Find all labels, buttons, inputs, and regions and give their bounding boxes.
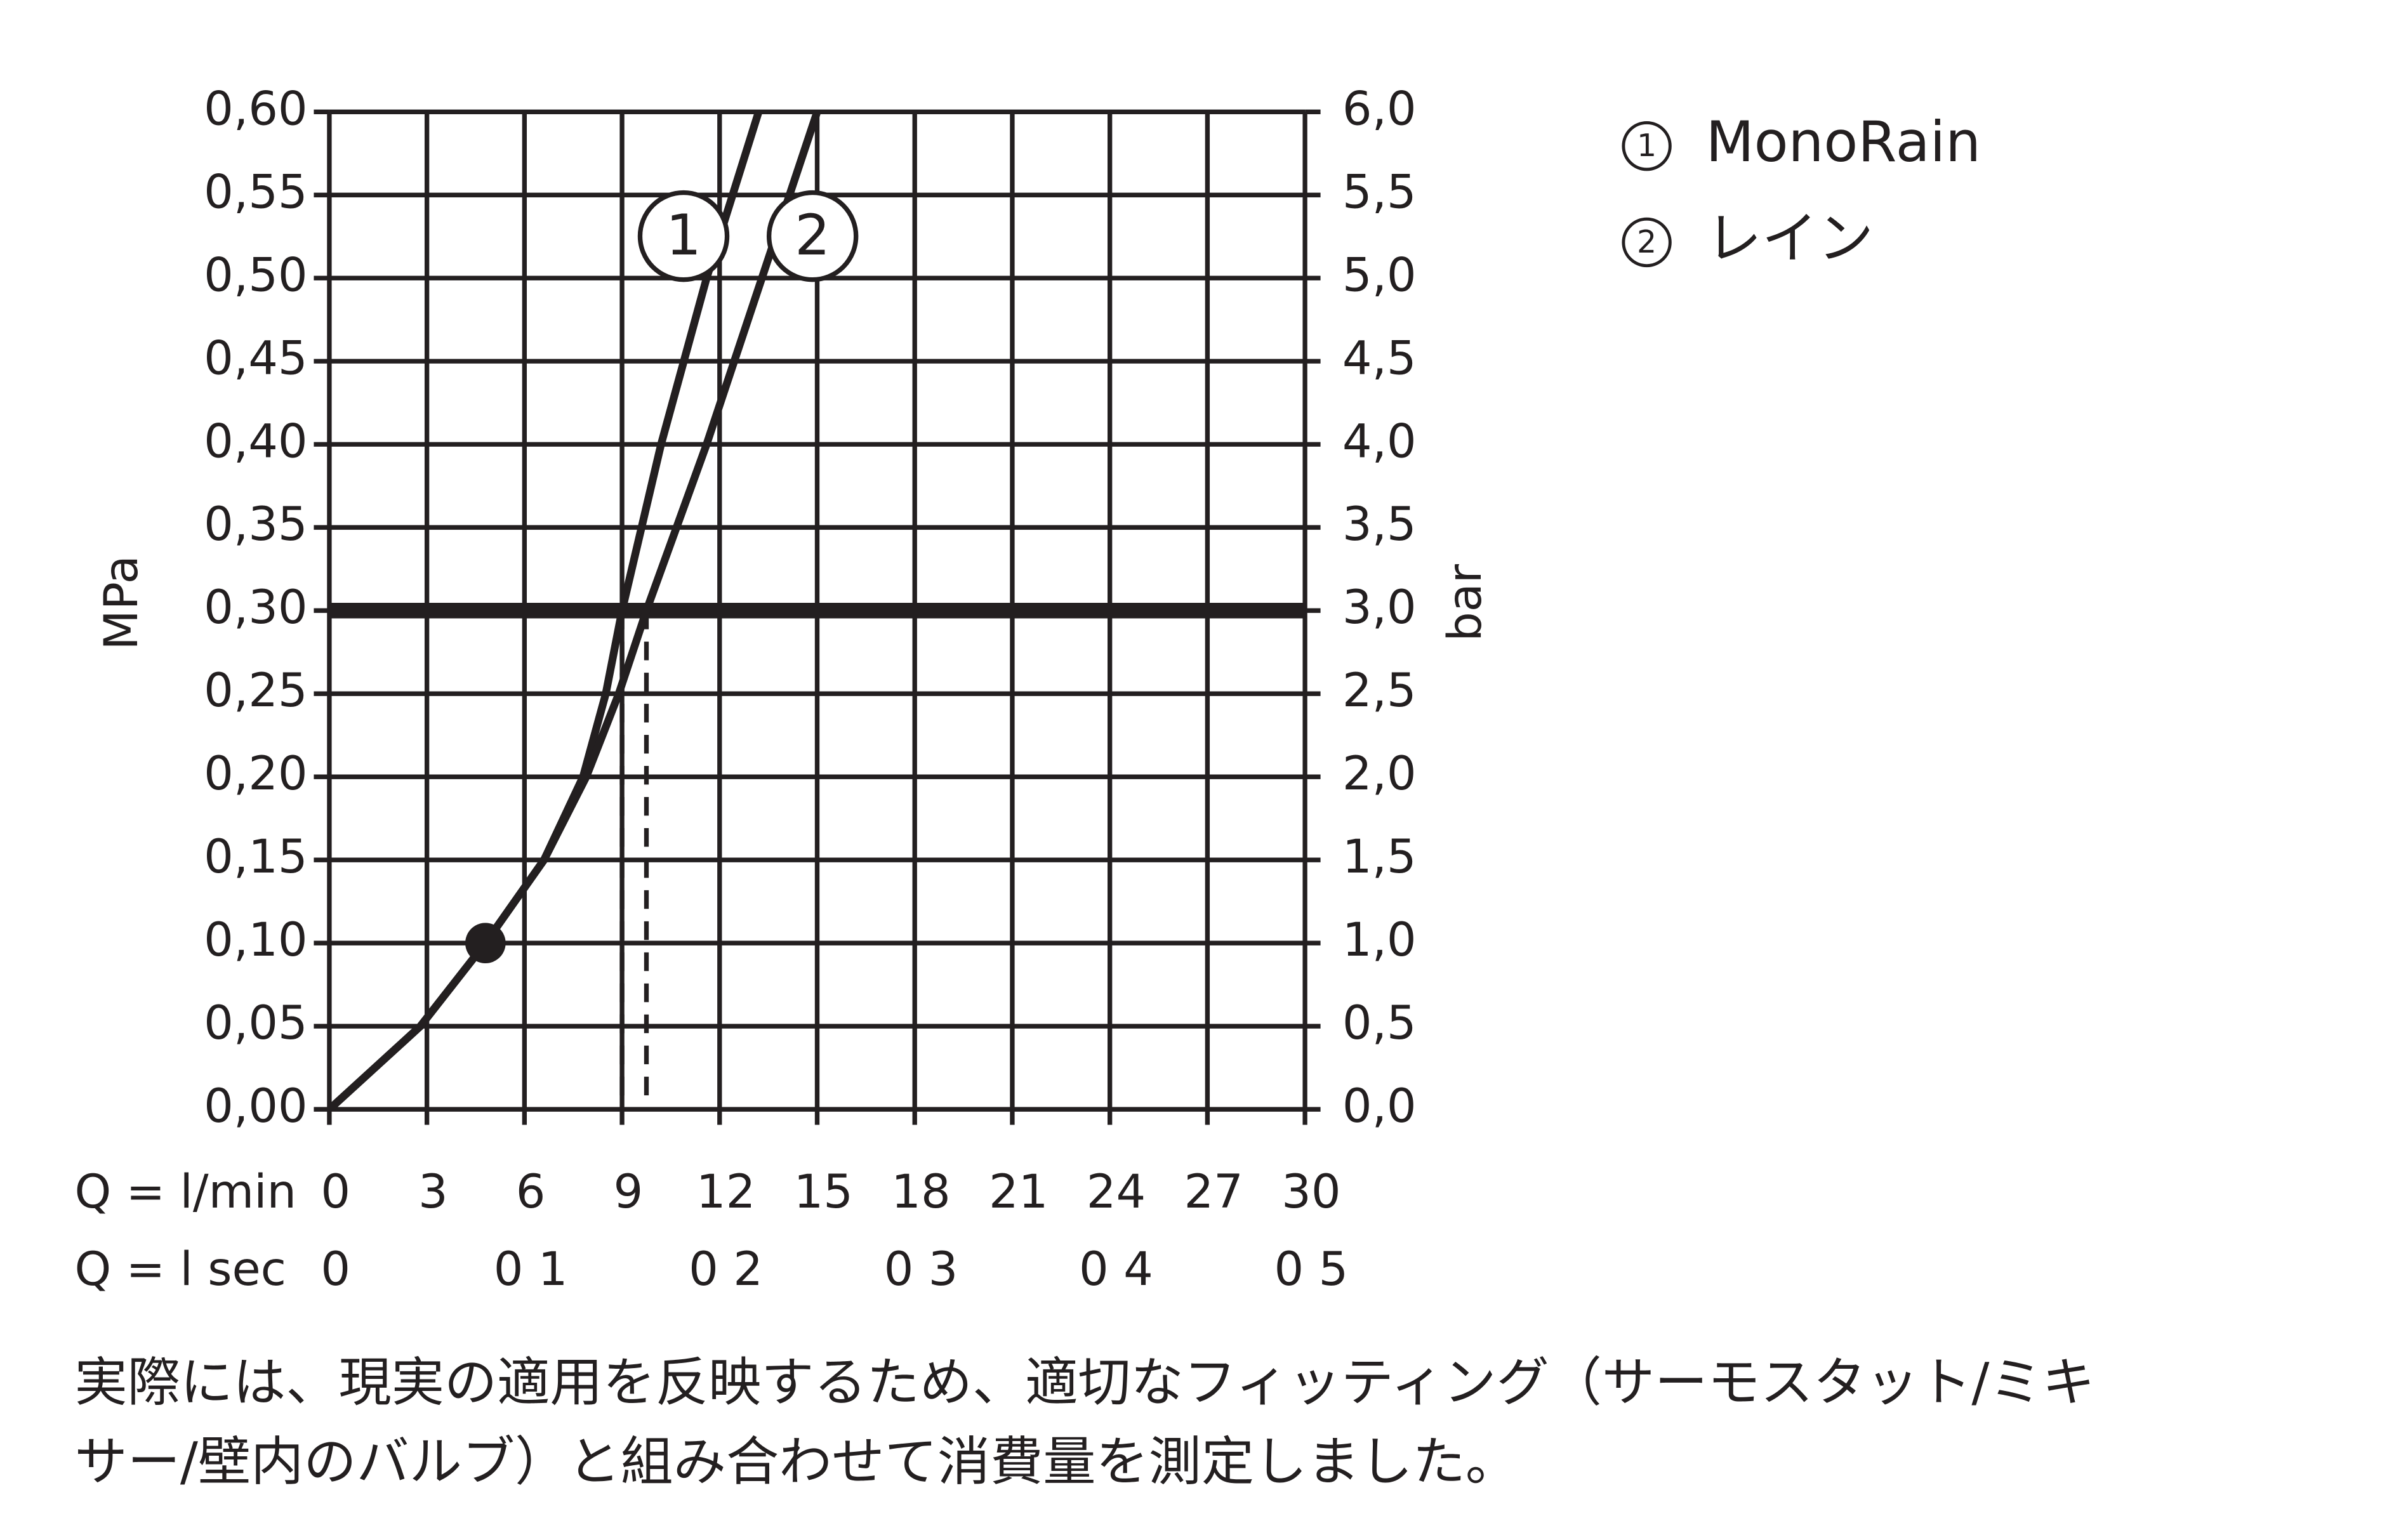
- legend-label: レイン: [1706, 206, 1874, 271]
- y-tick-label: 0,20: [204, 747, 307, 801]
- x-tick-label: 27: [1184, 1165, 1243, 1219]
- x-tick-label: 12: [696, 1165, 755, 1219]
- y2-tick-label: 3,0: [1342, 581, 1417, 635]
- x2-tick-label: 0 5: [1274, 1242, 1349, 1296]
- x2-tick-label: 0 2: [689, 1242, 763, 1296]
- series-label-circle: [766, 190, 859, 282]
- series-line: [329, 112, 821, 1110]
- x-axis-label: Q = l/min: [74, 1165, 296, 1219]
- reference-point: [465, 923, 506, 963]
- y-tick-label: 0,25: [204, 664, 307, 718]
- y2-tick-label: 3,5: [1342, 497, 1417, 551]
- y-tick-label: 0,40: [204, 414, 307, 468]
- y2-tick-label: 4,5: [1342, 331, 1417, 385]
- x2-axis-label: Q = l sec: [74, 1242, 286, 1296]
- y-tick-label: 0,60: [204, 82, 307, 136]
- x2-tick-label: 0 3: [884, 1242, 958, 1296]
- y2-tick-label: 4,0: [1342, 414, 1417, 468]
- x2-tick-label: 0 4: [1079, 1242, 1153, 1296]
- y-tick-label: 0,15: [204, 830, 307, 884]
- y2-tick-label: 0,5: [1342, 996, 1417, 1050]
- x2-tick-label: 0: [321, 1242, 350, 1296]
- y2-tick-label: 1,0: [1342, 913, 1417, 967]
- x-tick-label: 3: [418, 1165, 448, 1219]
- y2-tick-label: 6,0: [1342, 82, 1417, 136]
- legend-symbol: [1622, 217, 1672, 268]
- series-label: 2: [795, 202, 830, 268]
- y2-tick-label: 5,5: [1342, 165, 1417, 219]
- note-line: 実際には、現実の適用を反映するため、適切なフィッティング（サーモスタット/ミキ: [74, 1352, 2094, 1413]
- legend-symbol-label: 1: [1637, 128, 1657, 164]
- x2-tick-label: 0 1: [494, 1242, 568, 1296]
- y2-axis-label: bar: [1438, 563, 1492, 642]
- y-tick-label: 0,30: [204, 581, 307, 635]
- x-tick-label: 24: [1087, 1165, 1146, 1219]
- x-tick-label: 0: [321, 1165, 350, 1219]
- y2-tick-label: 2,5: [1342, 664, 1417, 718]
- y-tick-label: 0,05: [204, 996, 307, 1050]
- legend-label: MonoRain: [1706, 109, 1981, 175]
- y2-tick-label: 2,0: [1342, 747, 1417, 801]
- y-tick-label: 0,45: [204, 331, 307, 385]
- x-tick-label: 6: [516, 1165, 546, 1219]
- y2-tick-label: 1,5: [1342, 830, 1417, 884]
- x-tick-label: 30: [1281, 1165, 1340, 1219]
- y-axis-label: MPa: [95, 555, 149, 650]
- y-tick-label: 0,50: [204, 248, 307, 302]
- legend-symbol: [1622, 121, 1672, 171]
- y-tick-label: 0,10: [204, 913, 307, 967]
- legend-symbol-label: 2: [1637, 224, 1657, 260]
- y2-tick-label: 5,0: [1342, 248, 1417, 302]
- y2-tick-label: 0,0: [1342, 1079, 1417, 1133]
- note-line: サー/壁内のバルブ）と組み合わせて消費量を測定しました。: [74, 1431, 1518, 1492]
- x-tick-label: 15: [794, 1165, 853, 1219]
- y-tick-label: 0,55: [204, 165, 307, 219]
- x-tick-label: 21: [989, 1165, 1048, 1219]
- x-tick-label: 18: [891, 1165, 950, 1219]
- y-tick-label: 0,00: [204, 1079, 307, 1133]
- series-label-circle: [637, 190, 730, 282]
- x-tick-label: 9: [614, 1165, 644, 1219]
- series-label: 1: [666, 202, 701, 268]
- y-tick-label: 0,35: [204, 497, 307, 551]
